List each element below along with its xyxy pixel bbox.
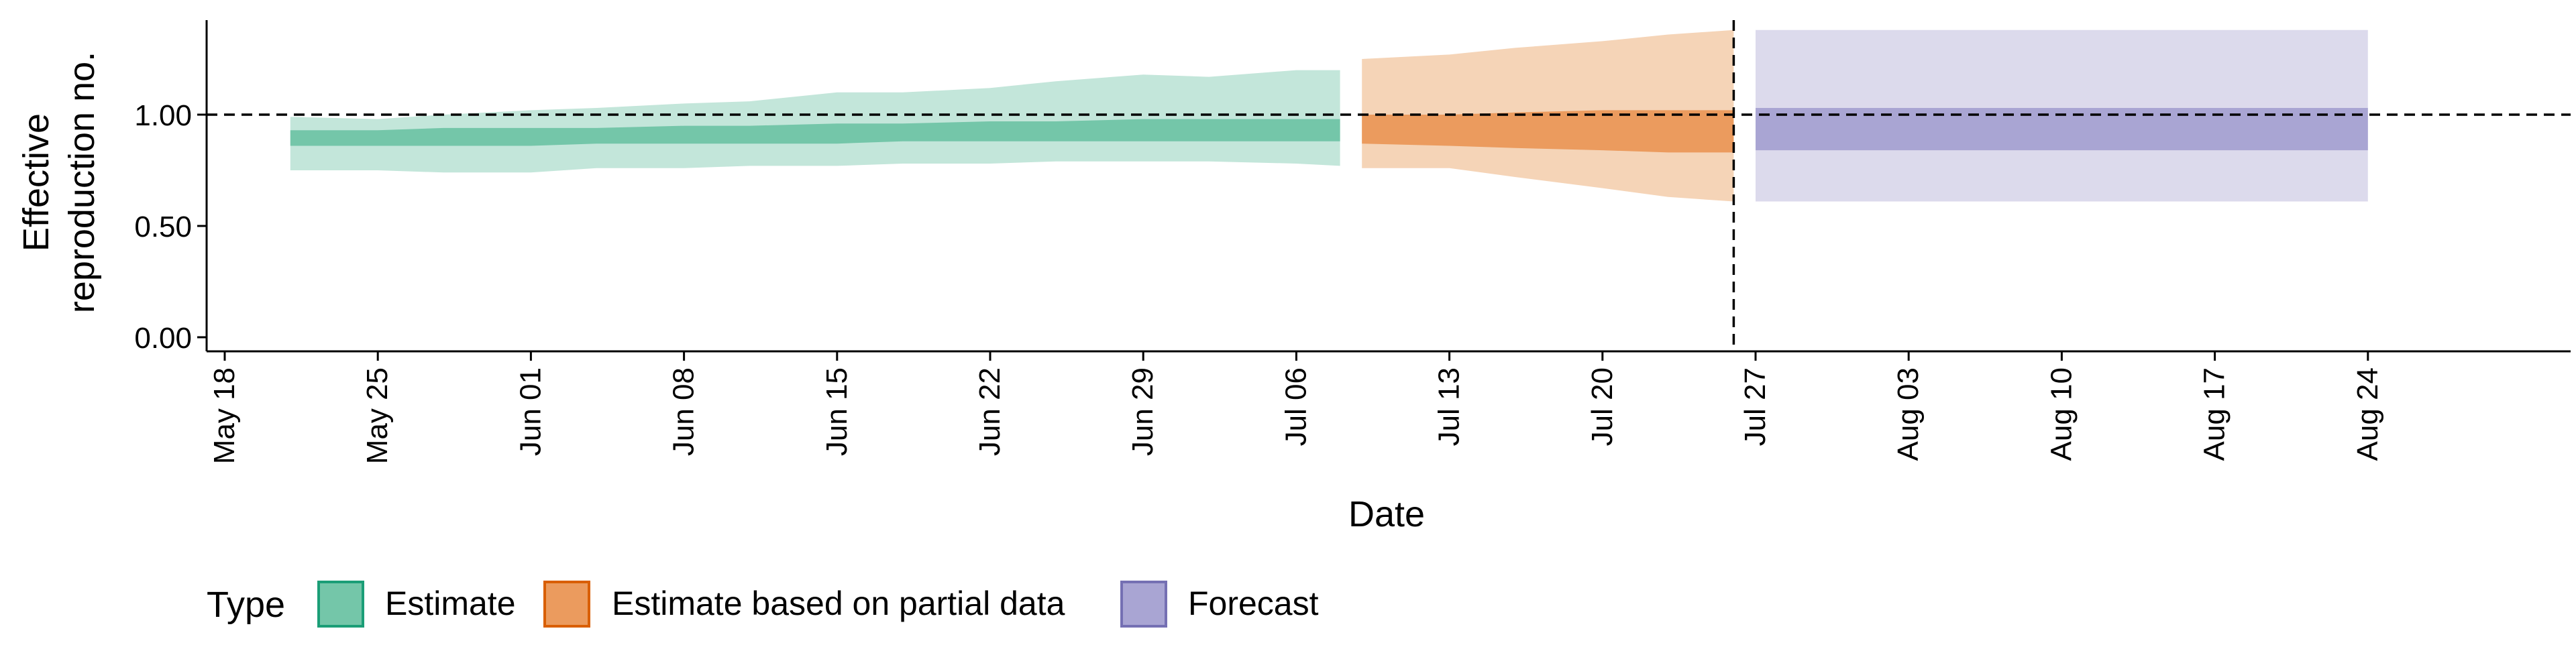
x-tick-label: Aug 03 <box>1892 367 1925 461</box>
x-tick-label: May 25 <box>361 367 394 464</box>
x-tick-label: Jun 15 <box>820 367 853 456</box>
x-tick-label: Jun 29 <box>1126 367 1159 456</box>
y-tick-label: 1.00 <box>134 99 192 132</box>
x-tick-label: Aug 24 <box>2351 367 2384 461</box>
x-tick-label: Jul 20 <box>1586 367 1619 446</box>
y-axis-title-line-2: reproduction no. <box>62 52 102 313</box>
band-90-0 <box>290 70 1340 173</box>
legend-title: Type <box>207 585 285 625</box>
x-tick-label: Jun 01 <box>514 367 547 456</box>
x-tick-label: Jul 06 <box>1279 367 1312 446</box>
band-50-0 <box>290 119 1340 146</box>
y-axis-title-line-1: Effective <box>16 113 56 251</box>
legend-label: Forecast <box>1188 585 1319 622</box>
legend: Type Estimate Estimate based on partial da… <box>207 581 1319 628</box>
band-50-1 <box>1362 110 1734 153</box>
x-tick-label: Jun 22 <box>973 367 1006 456</box>
x-tick-label: Aug 10 <box>2045 367 2078 461</box>
legend-key-1 <box>543 581 590 628</box>
legend-label: Estimate based on partial data <box>612 585 1065 622</box>
y-tick-label: 0.00 <box>134 322 192 355</box>
legend-label: Estimate <box>385 585 516 622</box>
x-tick-label: Aug 17 <box>2198 367 2231 461</box>
x-axis-title: Date <box>1348 494 1425 534</box>
axes-layer: 0.00 0.50 1.00 May 18 May 25 Jun 01 Jun 08 Jun … <box>16 20 2571 534</box>
x-tick-label: Jul 27 <box>1739 367 1772 446</box>
x-tick-label: May 18 <box>208 367 241 464</box>
y-tick-label: 0.50 <box>134 211 192 243</box>
x-tick-label: Jul 13 <box>1433 367 1466 446</box>
reference-lines <box>207 20 2571 351</box>
legend-key-2 <box>1120 581 1167 628</box>
band-50-2 <box>1756 108 2368 151</box>
legend-key-0 <box>317 581 364 628</box>
x-tick-label: Jun 08 <box>667 367 700 456</box>
